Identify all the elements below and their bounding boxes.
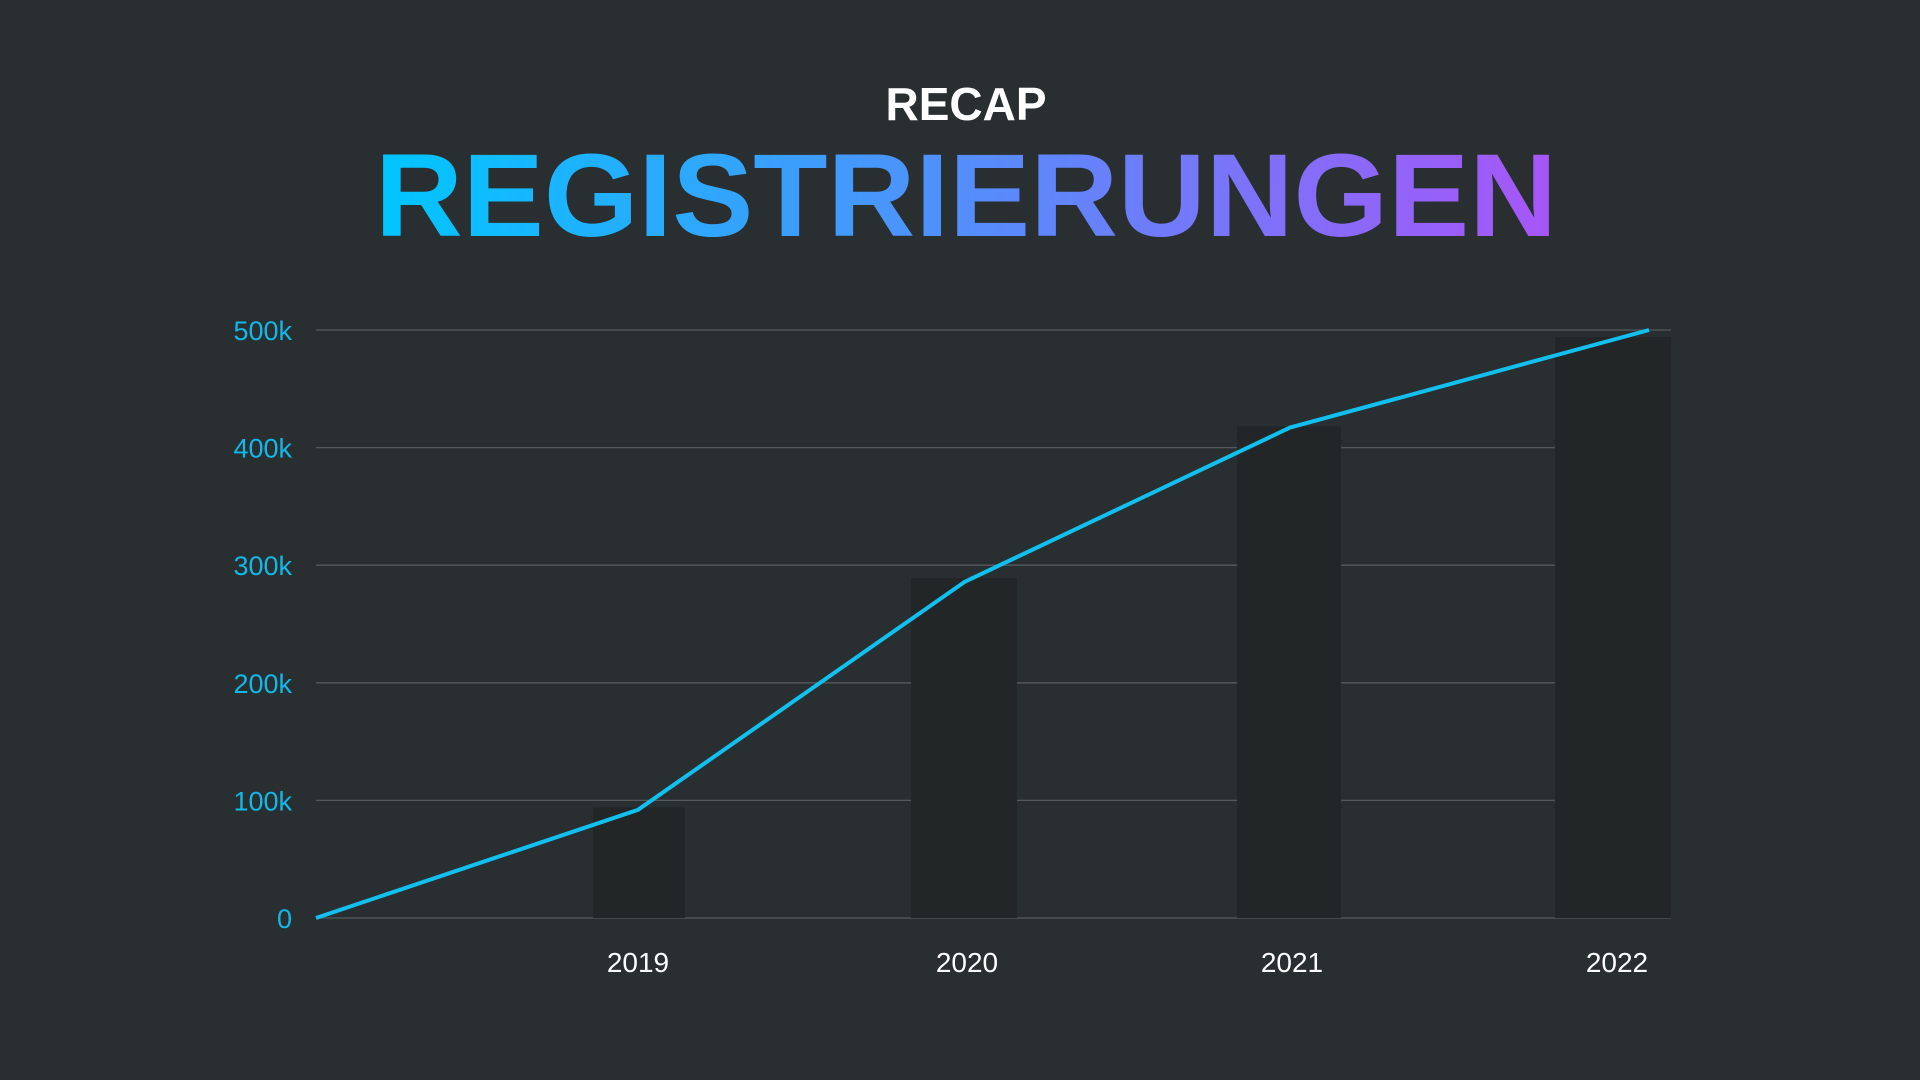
registrations-line — [315, 328, 1650, 920]
x-tick-label: 2021 — [1261, 947, 1323, 978]
bar-2020 — [911, 578, 1017, 918]
x-tick-label: 2019 — [607, 947, 669, 978]
bar-2022 — [1555, 337, 1671, 918]
x-tick-label: 2020 — [936, 947, 998, 978]
bar-2021 — [1237, 426, 1341, 918]
y-tick-label: 0 — [277, 904, 292, 934]
y-tick-label: 500k — [233, 316, 292, 346]
y-tick-label: 200k — [233, 669, 292, 699]
y-tick-label: 100k — [233, 786, 292, 816]
x-tick-label: 2022 — [1586, 947, 1648, 978]
bar-2019 — [593, 807, 685, 918]
page-title: REGISTRIERUNGEN — [375, 130, 1557, 262]
y-tick-label: 300k — [233, 551, 292, 581]
y-tick-label: 400k — [233, 434, 292, 464]
recap-kicker: RECAP — [885, 78, 1046, 130]
